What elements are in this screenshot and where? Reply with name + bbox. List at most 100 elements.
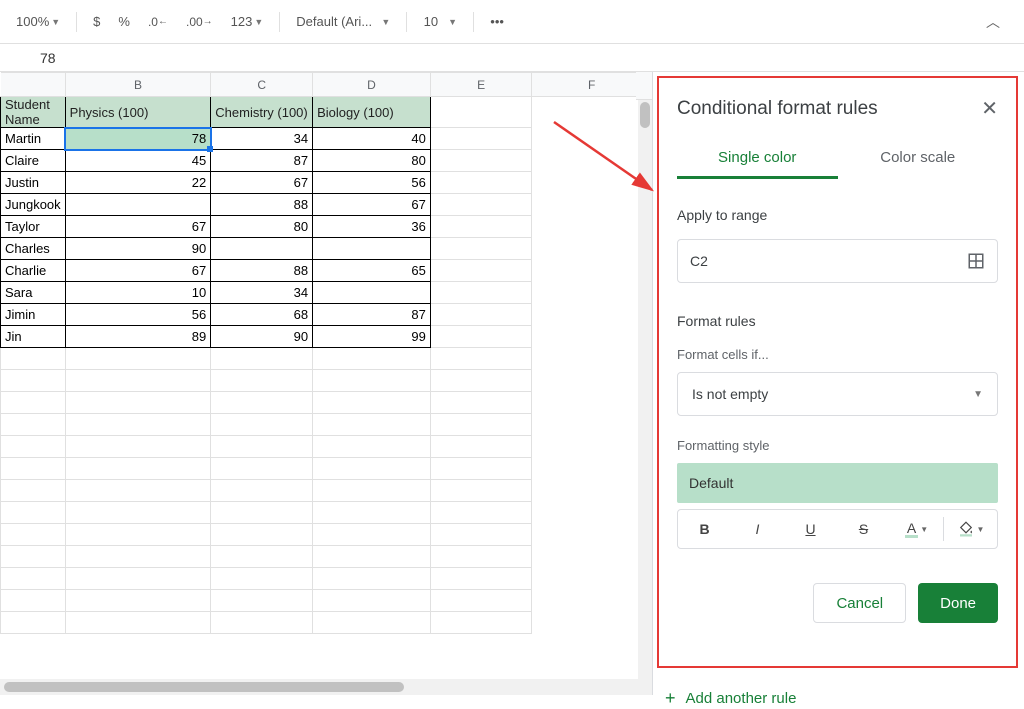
style-preview[interactable]: Default [677, 463, 998, 503]
cell[interactable]: Taylor [1, 216, 66, 238]
cell[interactable] [1, 436, 66, 458]
column-header-C[interactable]: C [211, 73, 313, 97]
cell[interactable] [1, 524, 66, 546]
cell[interactable]: 88 [211, 194, 313, 216]
decrease-decimal-button[interactable]: .0← [140, 7, 176, 37]
cell[interactable] [211, 546, 313, 568]
cell[interactable]: 56 [313, 172, 431, 194]
strikethrough-button[interactable]: S [837, 510, 890, 548]
cell[interactable]: 87 [313, 304, 431, 326]
cell[interactable]: 56 [65, 304, 211, 326]
header-cell[interactable]: Physics (100) [65, 97, 211, 128]
header-cell[interactable]: Biology (100) [313, 97, 431, 128]
cell[interactable] [1, 568, 66, 590]
cell[interactable] [65, 348, 211, 370]
cell[interactable]: 65 [313, 260, 431, 282]
cell[interactable] [211, 612, 313, 634]
cell[interactable]: 67 [211, 172, 313, 194]
number-format-dropdown[interactable]: 123▼ [223, 7, 272, 37]
cell[interactable] [313, 568, 431, 590]
vertical-scrollbar[interactable] [638, 100, 652, 695]
cell[interactable] [211, 590, 313, 612]
cell[interactable] [430, 392, 532, 414]
cell[interactable] [1, 480, 66, 502]
currency-button[interactable]: $ [85, 7, 108, 37]
cell[interactable] [430, 238, 532, 260]
font-size-dropdown[interactable]: 10▼ [415, 7, 465, 37]
horizontal-scrollbar[interactable] [0, 679, 638, 695]
cell[interactable]: Charles [1, 238, 66, 260]
cell[interactable] [313, 370, 431, 392]
cell[interactable]: Justin [1, 172, 66, 194]
cell[interactable]: 34 [211, 282, 313, 304]
cell[interactable] [313, 436, 431, 458]
cell[interactable] [211, 436, 313, 458]
range-input[interactable]: C2 [677, 239, 998, 283]
cell[interactable] [313, 282, 431, 304]
cell[interactable] [65, 524, 211, 546]
cell[interactable] [65, 436, 211, 458]
cell[interactable] [211, 524, 313, 546]
more-button[interactable]: ••• [482, 7, 512, 37]
cell[interactable] [313, 348, 431, 370]
cell[interactable] [65, 480, 211, 502]
cell[interactable]: 40 [313, 128, 431, 150]
cell[interactable] [65, 502, 211, 524]
underline-button[interactable]: U [784, 510, 837, 548]
spreadsheet-area[interactable]: BCDEFStudent NamePhysics (100)Chemistry … [0, 72, 652, 695]
column-header-E[interactable]: E [430, 73, 532, 97]
cell[interactable] [430, 436, 532, 458]
cell[interactable] [65, 590, 211, 612]
cell[interactable]: Jin [1, 326, 66, 348]
cell[interactable] [65, 370, 211, 392]
cell[interactable]: 80 [313, 150, 431, 172]
cell[interactable] [1, 458, 66, 480]
cell[interactable] [430, 172, 532, 194]
cell[interactable] [211, 458, 313, 480]
cell[interactable] [430, 304, 532, 326]
cell[interactable] [1, 612, 66, 634]
select-range-icon[interactable] [967, 252, 985, 270]
cell[interactable] [211, 348, 313, 370]
cell[interactable] [313, 238, 431, 260]
cell[interactable] [1, 414, 66, 436]
cell[interactable] [430, 150, 532, 172]
cell[interactable]: Claire [1, 150, 66, 172]
cell[interactable] [430, 524, 532, 546]
cell[interactable] [1, 392, 66, 414]
cell[interactable]: Martin [1, 128, 66, 150]
condition-dropdown[interactable]: Is not empty ▼ [677, 372, 998, 416]
cell[interactable]: 34 [211, 128, 313, 150]
cell[interactable]: 80 [211, 216, 313, 238]
cell[interactable]: 22 [65, 172, 211, 194]
cell[interactable] [430, 216, 532, 238]
formula-bar[interactable]: 78 [0, 44, 1024, 72]
cell[interactable] [430, 128, 532, 150]
cell[interactable]: 67 [313, 194, 431, 216]
font-dropdown[interactable]: Default (Ari...▼ [288, 7, 398, 37]
cell[interactable] [1, 502, 66, 524]
cell[interactable]: Sara [1, 282, 66, 304]
cell[interactable] [430, 590, 532, 612]
cell[interactable]: 90 [65, 238, 211, 260]
cell[interactable] [430, 568, 532, 590]
cell[interactable]: 36 [313, 216, 431, 238]
cell[interactable] [313, 590, 431, 612]
cell[interactable] [211, 480, 313, 502]
tab-single-color[interactable]: Single color [677, 149, 838, 179]
bold-button[interactable]: B [678, 510, 731, 548]
header-cell[interactable] [430, 97, 532, 128]
cell[interactable]: 88 [211, 260, 313, 282]
column-header-F[interactable]: F [532, 73, 652, 97]
cell[interactable] [1, 348, 66, 370]
cell[interactable] [65, 392, 211, 414]
cell[interactable] [211, 568, 313, 590]
cell[interactable] [211, 502, 313, 524]
cell[interactable] [313, 524, 431, 546]
percent-button[interactable]: % [110, 7, 138, 37]
cell[interactable]: 67 [65, 216, 211, 238]
cell[interactable] [313, 392, 431, 414]
header-cell[interactable]: Student Name [1, 97, 66, 128]
cell[interactable] [313, 480, 431, 502]
collapse-toolbar-button[interactable]: ︿ [978, 7, 1016, 37]
